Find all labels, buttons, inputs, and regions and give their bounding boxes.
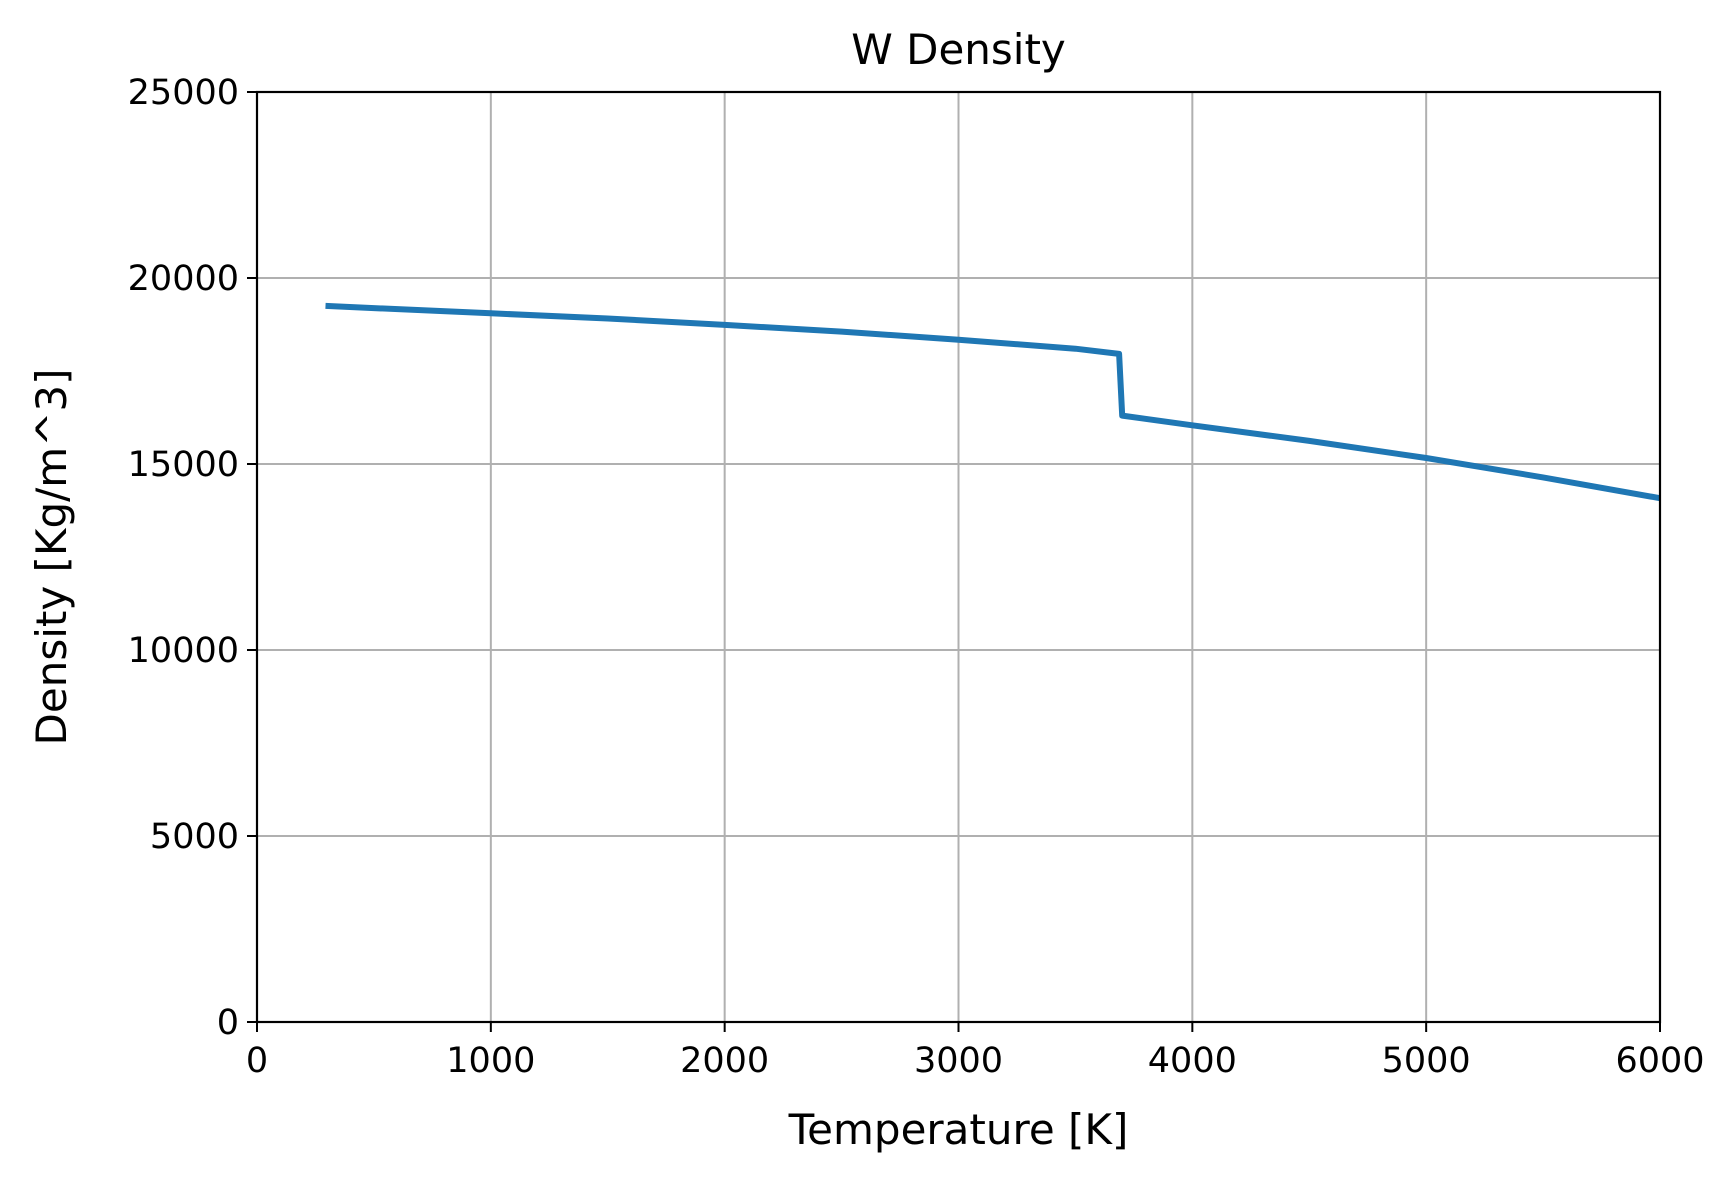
x-tick-label: 2000 [680, 1041, 769, 1081]
y-axis-label: Density [Kg/m^3] [27, 369, 76, 746]
x-axis-label: Temperature [K] [788, 1105, 1129, 1154]
x-tick-label: 4000 [1148, 1041, 1237, 1081]
x-tick-label: 1000 [446, 1041, 535, 1081]
x-tick-label: 5000 [1382, 1041, 1471, 1081]
x-tick-label: 3000 [914, 1041, 1003, 1081]
x-tick-label: 0 [246, 1041, 268, 1081]
chart-title: W Density [851, 25, 1066, 74]
y-tick-label: 25000 [128, 73, 239, 113]
series-layer [325, 302, 1661, 502]
grid [256, 91, 1661, 1023]
x-tick-label: 6000 [1615, 1041, 1704, 1081]
y-tick-label: 15000 [128, 445, 239, 485]
x-axis-ticks: 0 1000 2000 3000 4000 5000 6000 [246, 1022, 1705, 1081]
series-line-0 [325, 302, 1661, 502]
y-tick-label: 20000 [128, 259, 239, 299]
y-tick-label: 10000 [128, 631, 239, 671]
y-axis-ticks: 0 5000 10000 15000 20000 25000 [128, 73, 257, 1043]
y-tick-label: 5000 [150, 817, 239, 857]
y-tick-label: 0 [217, 1003, 239, 1043]
